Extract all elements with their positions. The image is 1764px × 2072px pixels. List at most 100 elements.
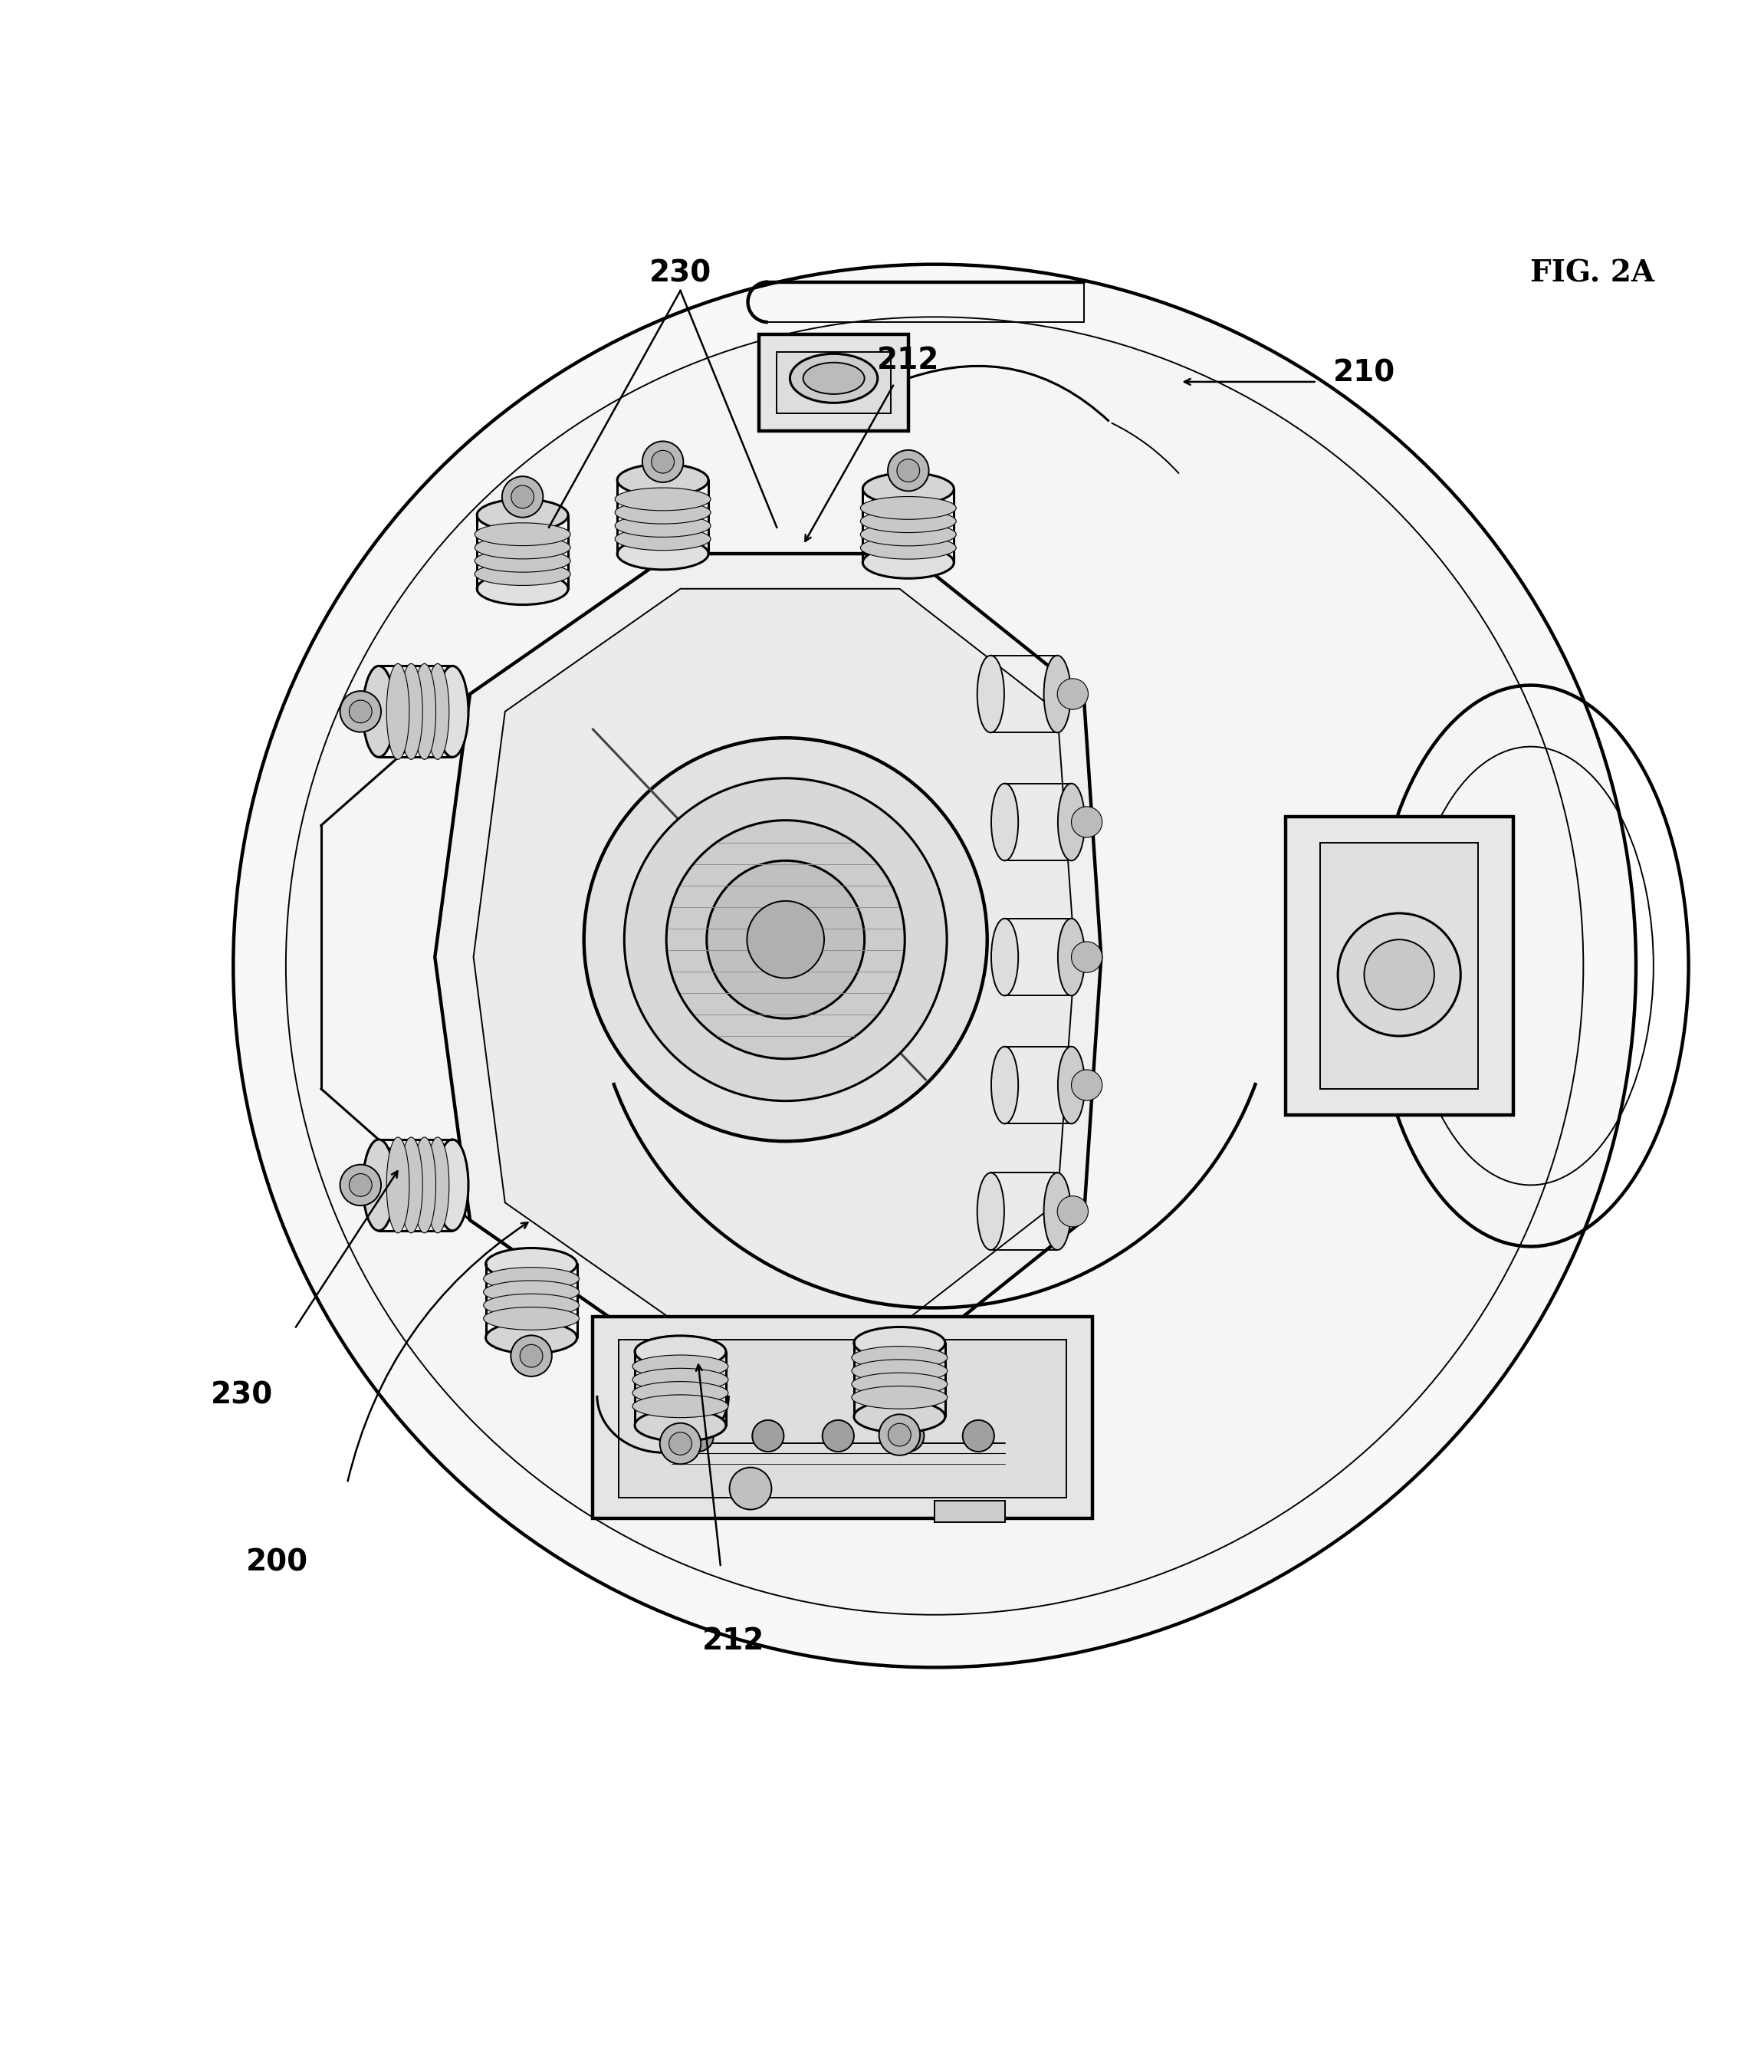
Ellipse shape (485, 1322, 577, 1353)
Ellipse shape (861, 497, 956, 520)
Ellipse shape (991, 1046, 1018, 1123)
Ellipse shape (427, 663, 450, 760)
Circle shape (669, 1432, 691, 1455)
Ellipse shape (852, 1386, 947, 1409)
Ellipse shape (483, 1280, 579, 1303)
Ellipse shape (483, 1307, 579, 1330)
Ellipse shape (633, 1394, 729, 1417)
Circle shape (878, 1415, 921, 1455)
Ellipse shape (861, 510, 956, 533)
Ellipse shape (1044, 655, 1071, 733)
Circle shape (730, 1467, 771, 1510)
Circle shape (584, 738, 988, 1142)
Ellipse shape (852, 1359, 947, 1382)
Ellipse shape (861, 537, 956, 559)
Ellipse shape (483, 1293, 579, 1316)
Circle shape (1071, 806, 1102, 837)
Circle shape (1337, 914, 1461, 1036)
Ellipse shape (977, 655, 1004, 733)
Text: 230: 230 (212, 1380, 273, 1411)
Circle shape (1071, 1069, 1102, 1100)
Bar (593, 1316, 1092, 1519)
Ellipse shape (475, 549, 570, 572)
Circle shape (660, 1423, 700, 1465)
Ellipse shape (1044, 1173, 1071, 1249)
Ellipse shape (616, 487, 711, 510)
Ellipse shape (485, 1247, 577, 1280)
Ellipse shape (852, 1374, 947, 1397)
Circle shape (286, 317, 1584, 1614)
Polygon shape (436, 553, 1101, 1361)
Circle shape (512, 1334, 552, 1376)
Ellipse shape (386, 663, 409, 760)
Text: 212: 212 (877, 346, 940, 375)
Ellipse shape (616, 514, 711, 537)
Ellipse shape (790, 354, 878, 402)
Ellipse shape (400, 1138, 423, 1233)
Bar (759, 334, 908, 431)
Circle shape (340, 1164, 381, 1206)
Text: 210: 210 (1334, 358, 1395, 387)
Circle shape (340, 692, 381, 731)
Ellipse shape (1058, 918, 1085, 997)
Circle shape (512, 485, 534, 508)
Ellipse shape (854, 1326, 946, 1359)
Circle shape (887, 1423, 910, 1446)
Bar (935, 1500, 1005, 1521)
Circle shape (707, 860, 864, 1019)
Circle shape (667, 821, 905, 1059)
Ellipse shape (617, 539, 709, 570)
Bar (776, 352, 891, 414)
Circle shape (349, 700, 372, 723)
Ellipse shape (616, 528, 711, 551)
Ellipse shape (476, 572, 568, 605)
Ellipse shape (436, 665, 469, 756)
Circle shape (822, 1419, 854, 1452)
Circle shape (746, 901, 824, 978)
Ellipse shape (413, 1138, 436, 1233)
Circle shape (349, 1173, 372, 1196)
Circle shape (896, 460, 919, 483)
Text: FIG. 2A: FIG. 2A (1529, 259, 1655, 288)
Ellipse shape (854, 1401, 946, 1432)
Text: 212: 212 (702, 1627, 764, 1656)
Text: 230: 230 (649, 259, 711, 288)
Circle shape (1057, 1196, 1088, 1227)
Ellipse shape (861, 522, 956, 545)
Circle shape (642, 441, 683, 483)
Circle shape (651, 450, 674, 472)
Ellipse shape (991, 783, 1018, 860)
Polygon shape (473, 588, 1074, 1326)
Ellipse shape (475, 564, 570, 586)
Ellipse shape (386, 1138, 409, 1233)
Ellipse shape (616, 501, 711, 524)
Ellipse shape (633, 1382, 729, 1405)
Ellipse shape (475, 522, 570, 545)
Text: 200: 200 (245, 1548, 309, 1577)
Circle shape (1364, 939, 1434, 1009)
Ellipse shape (635, 1409, 727, 1442)
Circle shape (503, 477, 543, 518)
Ellipse shape (436, 1140, 469, 1231)
Bar (619, 1339, 1065, 1498)
Bar (1286, 816, 1514, 1115)
Ellipse shape (476, 499, 568, 530)
Ellipse shape (413, 663, 436, 760)
Ellipse shape (363, 1140, 395, 1231)
Circle shape (520, 1345, 543, 1368)
Ellipse shape (863, 472, 954, 506)
Circle shape (683, 1419, 714, 1452)
Circle shape (233, 265, 1635, 1668)
Ellipse shape (1058, 1046, 1085, 1123)
Ellipse shape (475, 537, 570, 559)
Ellipse shape (991, 918, 1018, 997)
Circle shape (1071, 941, 1102, 972)
Ellipse shape (803, 363, 864, 394)
Ellipse shape (977, 1173, 1004, 1249)
Ellipse shape (852, 1347, 947, 1370)
Ellipse shape (633, 1368, 729, 1390)
Circle shape (751, 1419, 783, 1452)
Ellipse shape (863, 547, 954, 578)
Bar (1319, 843, 1478, 1088)
Ellipse shape (363, 665, 395, 756)
